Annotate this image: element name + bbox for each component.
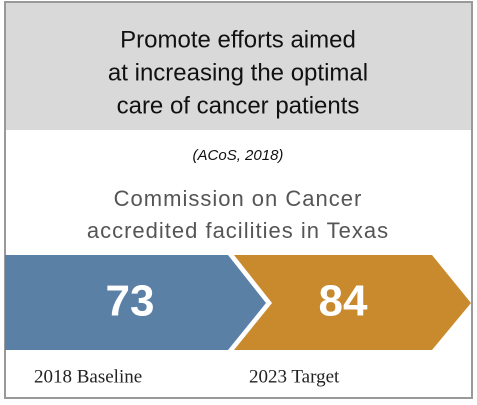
title-line: Promote efforts aimed	[120, 26, 356, 53]
frame	[4, 1, 473, 399]
baseline-arrow	[5, 255, 266, 350]
target-value: 84	[319, 277, 368, 326]
source: (ACoS, 2018)	[193, 147, 284, 164]
baseline-value: 73	[106, 277, 155, 326]
metric-line: accredited facilities in Texas	[87, 218, 389, 243]
metric-line: Commission on Cancer	[114, 186, 363, 211]
baseline-label: 2018 Baseline	[34, 366, 142, 387]
target-arrow	[234, 255, 471, 350]
title-line: at increasing the optimal	[108, 59, 368, 86]
target-label: 2023 Target	[249, 366, 340, 387]
title-line: care of cancer patients	[117, 92, 360, 119]
header-band	[5, 2, 472, 130]
